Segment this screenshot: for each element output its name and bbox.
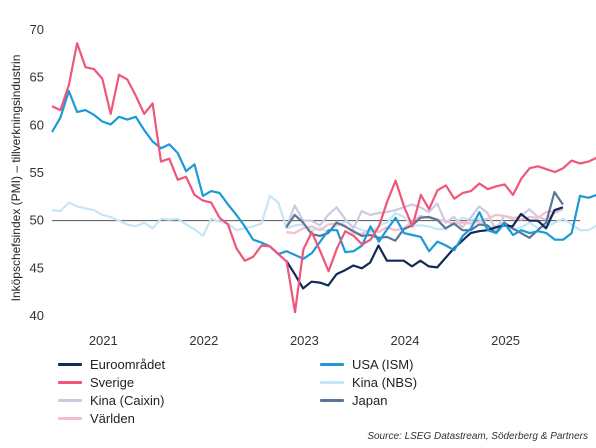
legend-swatch (58, 398, 82, 402)
y-tick-label: 55 (30, 165, 44, 180)
series-line-euroområdet (285, 206, 564, 290)
legend-label: Euroområdet (90, 356, 166, 372)
legend-item: Euroområdet (58, 355, 320, 373)
y-tick-label: 50 (30, 213, 44, 228)
y-tick-label: 45 (30, 260, 44, 275)
series-line-japan (285, 191, 564, 242)
y-tick-label: 70 (30, 22, 44, 37)
x-tick-label: 2025 (491, 333, 520, 348)
legend-swatch (58, 416, 82, 420)
source-note: Source: LSEG Datastream, Söderberg & Par… (367, 431, 588, 442)
y-tick-label: 40 (30, 308, 44, 323)
x-tick-label: 2022 (189, 333, 218, 348)
legend-swatch (58, 380, 82, 384)
legend-swatch (320, 398, 344, 402)
legend-item: USA (ISM) (320, 355, 570, 373)
chart-legend: Euroområdet USA (ISM) Sverige Kina (NBS) Kin… (58, 355, 578, 427)
series-line-usa-ism (51, 89, 596, 260)
series-line-kina-caixin (285, 202, 564, 232)
legend-label: Japan (352, 392, 388, 408)
x-tick-label: 2023 (290, 333, 319, 348)
legend-label: Sverige (90, 374, 135, 390)
legend-swatch (320, 380, 344, 384)
legend-label: Världen (90, 410, 135, 426)
legend-item: Sverige (58, 373, 320, 391)
x-tick-label: 2021 (89, 333, 118, 348)
x-axis-ticks: 2021 2022 2023 2024 2025 (89, 333, 520, 348)
legend-swatch (320, 362, 344, 366)
y-tick-label: 65 (30, 70, 44, 85)
series-lines (51, 42, 596, 314)
legend-swatch (58, 362, 82, 366)
y-axis-label: Inköpschefsindex (PMI) – tillverkningsin… (9, 55, 23, 302)
x-tick-label: 2024 (391, 333, 420, 348)
legend-item: Kina (NBS) (320, 373, 570, 391)
legend-label: Kina (NBS) (352, 374, 418, 390)
series-line-sverige (51, 42, 596, 314)
legend-item: Världen (58, 409, 320, 427)
legend-label: Kina (Caixin) (90, 392, 165, 408)
legend-item: Japan (320, 391, 570, 409)
legend-label: USA (ISM) (352, 356, 414, 372)
legend-item: Kina (Caixin) (58, 391, 320, 409)
y-axis-ticks: 40 45 50 55 60 65 70 (30, 22, 44, 323)
pmi-line-chart: 40 45 50 55 60 65 70 2021 2022 2023 2024 2025 Inkö… (9, 22, 596, 348)
y-tick-label: 60 (30, 117, 44, 132)
